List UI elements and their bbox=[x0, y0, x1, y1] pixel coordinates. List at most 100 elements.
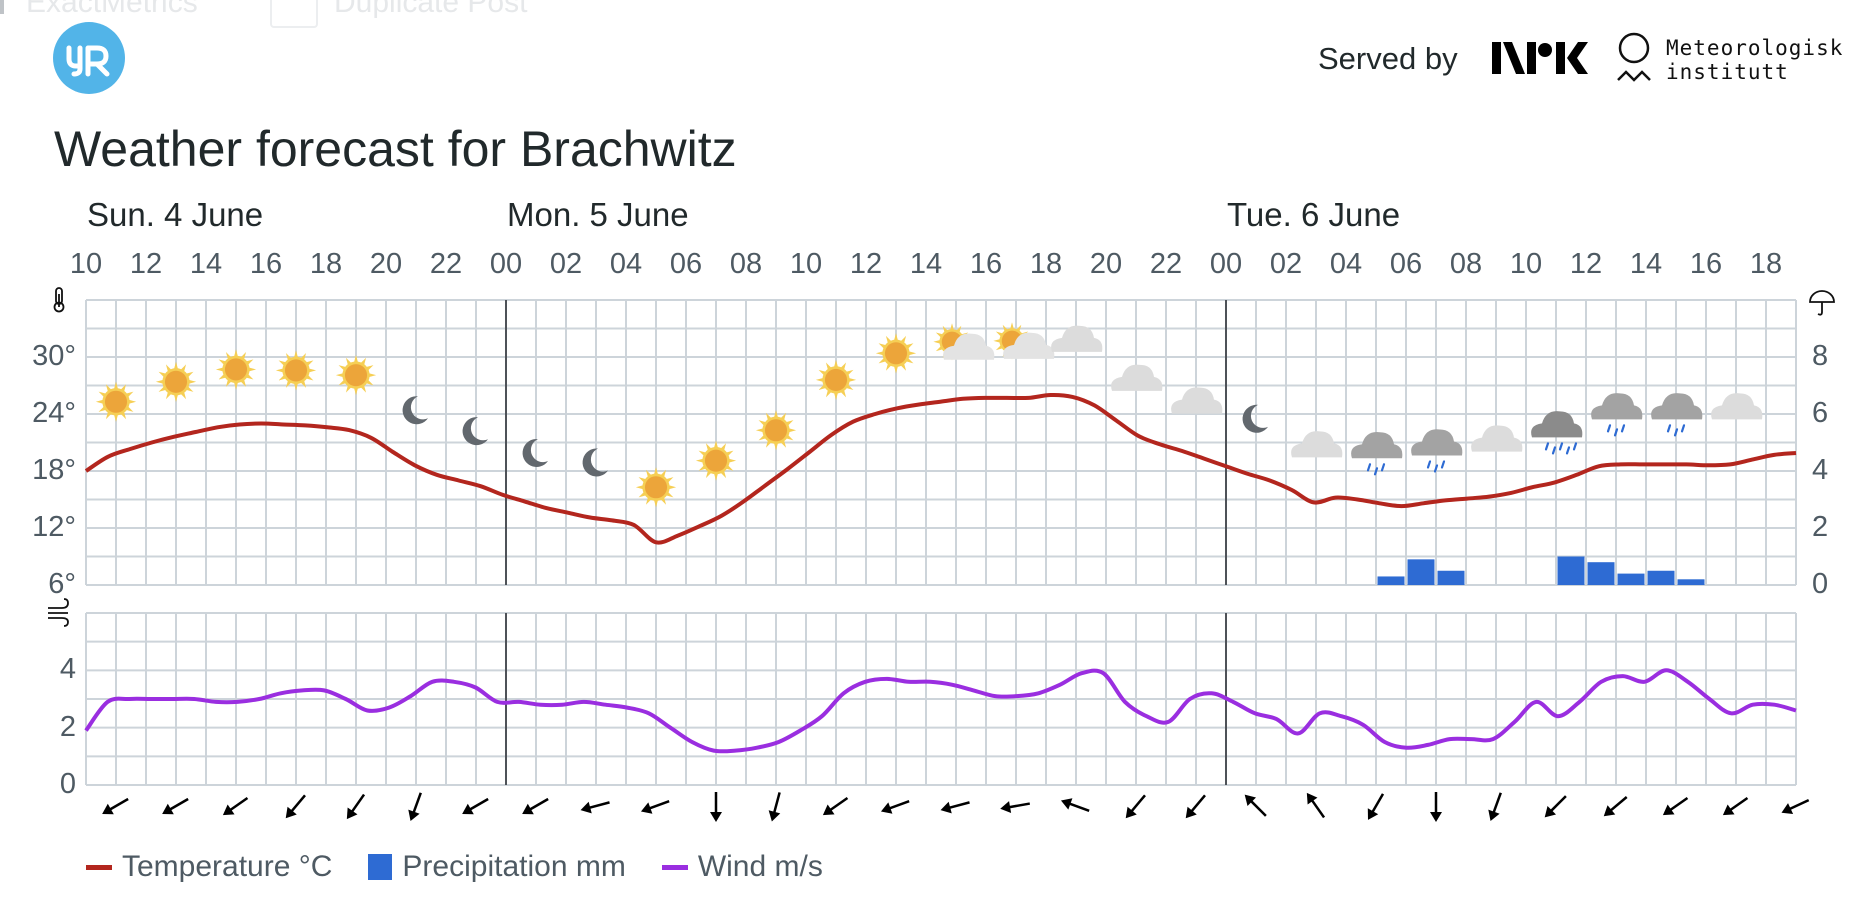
wind-arrow-icon bbox=[1781, 798, 1810, 814]
exactmetrics-link[interactable]: ExactMetrics bbox=[26, 0, 198, 19]
met-institute-logo-icon[interactable] bbox=[1614, 30, 1660, 86]
clear-sky-day-icon bbox=[95, 381, 137, 422]
cloudy-icon bbox=[1471, 425, 1523, 452]
precipitation-bar[interactable] bbox=[1647, 570, 1675, 585]
rain-icon bbox=[1531, 411, 1583, 455]
duplicate-icon bbox=[270, 0, 318, 28]
hour-label: 02 bbox=[549, 248, 583, 280]
wind-arrow-icon bbox=[285, 794, 306, 819]
clear-sky-night-icon bbox=[582, 448, 608, 477]
wind-arrow-icon bbox=[822, 796, 849, 816]
hour-label: 08 bbox=[1449, 248, 1483, 280]
light-rain-icon bbox=[1651, 393, 1703, 437]
forecast-chart[interactable] bbox=[0, 0, 1855, 840]
duplicate-post-link[interactable]: Duplicate Post bbox=[334, 0, 528, 19]
wind-arrow-icon bbox=[462, 797, 489, 815]
legend-wind[interactable]: Wind m/s bbox=[661, 850, 823, 884]
temperature-line[interactable] bbox=[84, 392, 1797, 545]
wind-grid bbox=[85, 612, 1797, 786]
wind-arrow-icon bbox=[1060, 798, 1090, 812]
admin-bar-edge bbox=[0, 0, 4, 14]
hour-label: 18 bbox=[1749, 248, 1783, 280]
wind-arrow-icon bbox=[1367, 793, 1385, 820]
clear-sky-night-icon bbox=[1242, 404, 1268, 433]
clear-sky-night-icon bbox=[462, 417, 488, 446]
wind-line[interactable] bbox=[84, 668, 1797, 754]
clear-sky-day-icon bbox=[755, 410, 797, 451]
wind-arrow-icon bbox=[102, 797, 129, 815]
hour-label: 04 bbox=[1329, 248, 1363, 280]
precipitation-bar[interactable] bbox=[1617, 573, 1645, 585]
hour-label: 12 bbox=[129, 248, 163, 280]
wind-icon bbox=[48, 598, 69, 627]
wind-arrow-icon bbox=[522, 797, 549, 815]
temperature-tick: 12° bbox=[32, 511, 76, 543]
wind-arrow-icon bbox=[1244, 794, 1267, 817]
temperature-tick: 6° bbox=[48, 568, 76, 600]
cloudy-icon bbox=[1171, 387, 1223, 414]
clear-sky-day-icon bbox=[275, 350, 317, 391]
met-institute-line-2: institutt bbox=[1666, 60, 1789, 84]
wind-arrow-icon bbox=[1125, 794, 1146, 819]
temperature-tick: 30° bbox=[32, 340, 76, 372]
wind-tick: 2 bbox=[59, 710, 76, 743]
legend-temperature[interactable]: Temperature °C bbox=[86, 850, 332, 884]
hour-label: 12 bbox=[1569, 248, 1603, 280]
precipitation-bar[interactable] bbox=[1677, 579, 1705, 585]
precipitation-tick: 2 bbox=[1812, 511, 1829, 543]
wind-tick: 4 bbox=[59, 653, 76, 686]
hour-label: 14 bbox=[1629, 248, 1663, 280]
hour-label: 06 bbox=[669, 248, 703, 280]
hour-label: 10 bbox=[1509, 248, 1543, 280]
met-institute-line-1: Meteorologisk bbox=[1666, 36, 1844, 60]
yr-logo-icon bbox=[66, 45, 110, 77]
hour-label: 14 bbox=[909, 248, 943, 280]
cloudy-icon bbox=[1051, 325, 1103, 352]
precipitation-bar[interactable] bbox=[1437, 570, 1465, 585]
clear-sky-day-icon bbox=[635, 467, 677, 508]
temperature-grid bbox=[85, 299, 1797, 586]
day-label: Sun. 4 June bbox=[87, 196, 264, 233]
clear-sky-night-icon bbox=[522, 438, 548, 467]
wind-arrow-icon bbox=[580, 801, 610, 814]
clear-sky-day-icon bbox=[215, 349, 257, 390]
precipitation-bar[interactable] bbox=[1587, 562, 1615, 585]
hour-label: 12 bbox=[849, 248, 883, 280]
cloudy-icon bbox=[1711, 393, 1763, 420]
wind-arrow-icon bbox=[1488, 792, 1502, 822]
hour-label: 18 bbox=[1029, 248, 1063, 280]
hour-label: 00 bbox=[489, 248, 523, 280]
legend-temperature-label: Temperature °C bbox=[122, 850, 333, 883]
thermometer-icon bbox=[53, 287, 65, 313]
day-label: Tue. 6 June bbox=[1227, 196, 1401, 233]
wind-tick: 0 bbox=[59, 768, 76, 800]
yr-logo[interactable] bbox=[53, 22, 125, 94]
precipitation-bar[interactable] bbox=[1377, 576, 1405, 585]
wind-arrow-icon bbox=[1306, 792, 1326, 819]
hour-label: 02 bbox=[1269, 248, 1303, 280]
precipitation-tick: 4 bbox=[1812, 454, 1829, 486]
legend-precipitation[interactable]: Precipitation mm bbox=[368, 850, 626, 884]
temperature-swatch bbox=[86, 864, 112, 870]
background-admin-bar: ExactMetrics Duplicate Post bbox=[0, 0, 1855, 28]
wind-arrow-icon bbox=[222, 796, 249, 816]
legend-wind-label: Wind m/s bbox=[697, 850, 823, 883]
precipitation-bar[interactable] bbox=[1407, 559, 1435, 585]
precipitation-bars bbox=[1377, 556, 1705, 586]
hour-label: 00 bbox=[1209, 248, 1243, 280]
wind-arrow-icon bbox=[1185, 794, 1206, 819]
nrk-logo-icon[interactable] bbox=[1492, 40, 1588, 76]
wind-arrow-icon bbox=[640, 800, 670, 814]
precipitation-bar[interactable] bbox=[1557, 556, 1585, 586]
legend-precipitation-label: Precipitation mm bbox=[402, 850, 626, 883]
hour-label: 04 bbox=[609, 248, 643, 280]
light-rain-icon bbox=[1591, 393, 1643, 437]
fair-day-icon bbox=[933, 323, 995, 361]
umbrella-icon bbox=[1809, 290, 1835, 316]
light-rain-icon bbox=[1351, 432, 1403, 476]
served-by-label: Served by bbox=[1318, 41, 1458, 76]
wind-arrow-icon bbox=[880, 800, 910, 814]
light-rain-icon bbox=[1411, 429, 1463, 473]
hour-label: 22 bbox=[429, 248, 463, 280]
hour-label: 16 bbox=[249, 248, 283, 280]
